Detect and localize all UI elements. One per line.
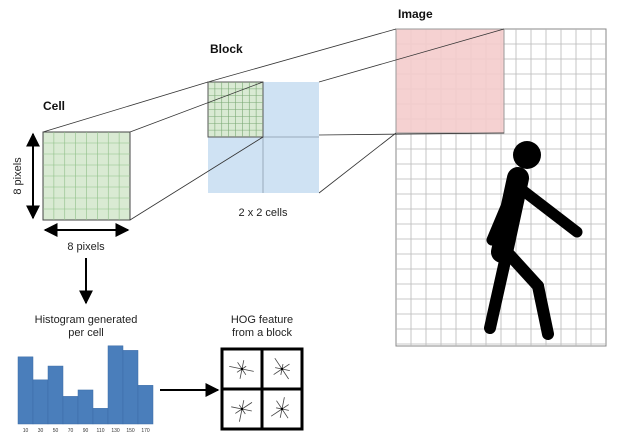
histogram-tick-label: 50: [53, 428, 59, 434]
block-size-label: 2 x 2 cells: [239, 207, 288, 219]
histogram-chart: 10 30 50 70 90 110 130 150 170: [17, 345, 154, 434]
histogram-tick-label: 110: [97, 428, 105, 434]
histogram-tick-label: 130: [111, 428, 120, 434]
histogram-bar: [32, 379, 49, 425]
histogram-tick-label: 150: [126, 428, 135, 434]
hog-feature-block: [220, 347, 304, 431]
histogram-bar: [62, 396, 79, 425]
histogram-bar: [77, 389, 94, 425]
histogram-bar: [122, 350, 139, 425]
cell-label: Cell: [43, 99, 65, 113]
projection-lines-block-image: [207, 28, 505, 194]
histogram-bar: [137, 385, 154, 425]
histogram-bar: [17, 356, 34, 425]
histogram-tick-label: 10: [23, 428, 29, 434]
image-block-highlight: [395, 28, 505, 134]
hog-title-line2: from a block: [232, 327, 292, 339]
projection-lines-cell-block: [42, 81, 264, 221]
cell-width-label: 8 pixels: [67, 241, 105, 253]
histogram-tick-label: 70: [68, 428, 74, 434]
gradient-star-icon: [273, 357, 290, 380]
cell-height-label: 8 pixels: [12, 157, 24, 195]
histogram-title-line2: per cell: [68, 327, 103, 339]
histogram-bar: [47, 365, 64, 425]
walking-person-icon: [484, 141, 583, 340]
hog-title-line1: HOG feature: [231, 314, 293, 326]
cell-panel: [42, 131, 131, 221]
histogram-tick-label: 90: [83, 428, 89, 434]
histogram-tick-label: 170: [141, 428, 150, 434]
gradient-star-icon: [231, 400, 253, 422]
histogram-title-line1: Histogram generated: [35, 314, 138, 326]
histogram-bar: [92, 408, 109, 425]
image-label: Image: [398, 7, 433, 21]
gradient-star-icon: [229, 360, 254, 379]
image-panel: [395, 28, 607, 347]
block-label: Block: [210, 42, 243, 56]
histogram-bar: [107, 345, 124, 425]
gradient-star-icon: [270, 397, 289, 419]
histogram-tick-label: 30: [38, 428, 44, 434]
block-panel: [207, 81, 319, 193]
